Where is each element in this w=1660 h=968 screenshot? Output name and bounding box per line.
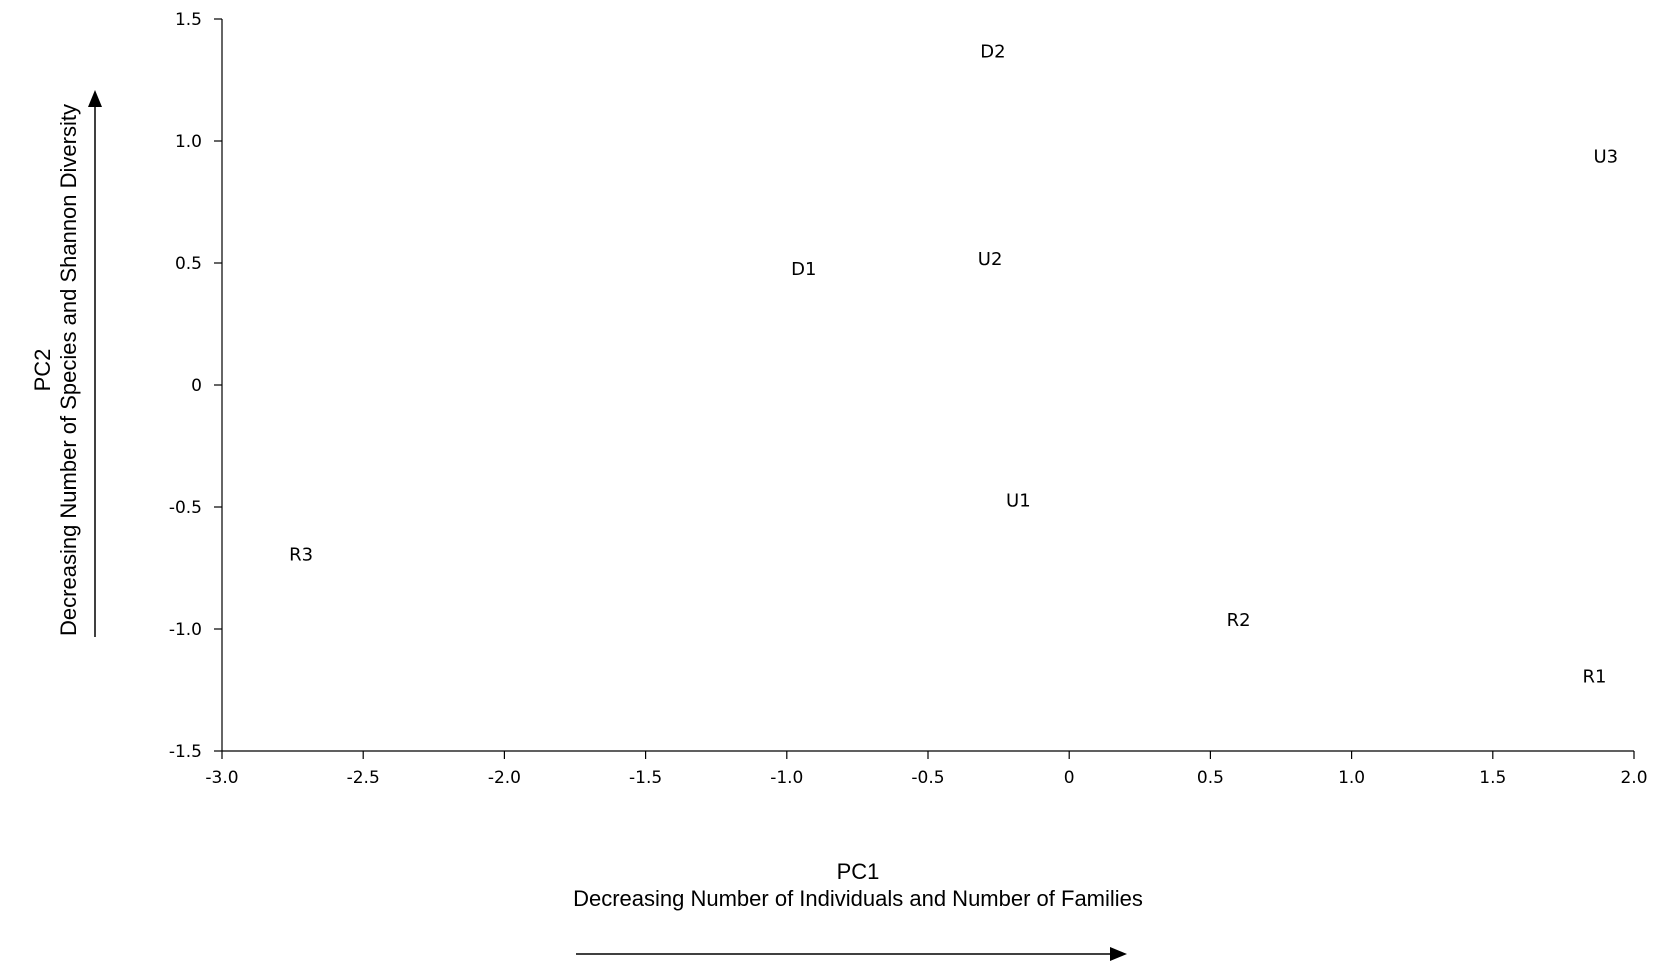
x-tick-label: -3.0 (205, 768, 238, 788)
y-axis-label: PC2 (30, 349, 55, 392)
x-tick-label: -1.0 (770, 768, 803, 788)
data-point-label: R2 (1227, 610, 1251, 631)
x-tick-label: 1.5 (1479, 768, 1506, 788)
axes (221, 19, 1634, 752)
data-points: D2 U3 D1 U2 U1 R3 R2 R1 (289, 42, 1618, 688)
x-tick-label: 2.0 (1620, 768, 1647, 788)
y-tick-label: 1.5 (175, 10, 202, 30)
x-tick-label: -0.5 (911, 768, 944, 788)
x-ticks: -3.0 -2.5 -2.0 -1.5 -1.0 -0.5 0 0.5 1.0 1.5 2.0 (205, 751, 1648, 788)
x-axis-subtitle: Decreasing Number of Individuals and Num… (573, 886, 1143, 911)
x-tick-label: -2.0 (488, 768, 521, 788)
data-point-label: U3 (1593, 147, 1618, 168)
x-tick-label: 0.5 (1197, 768, 1224, 788)
x-tick-label: -2.5 (347, 768, 380, 788)
data-point-label: D2 (980, 42, 1005, 63)
x-direction-arrow (576, 947, 1127, 961)
y-tick-label: -1.5 (169, 742, 202, 762)
data-point-label: D1 (791, 259, 816, 280)
y-direction-arrow (88, 90, 102, 637)
data-point-label: U1 (1006, 491, 1031, 512)
x-arrow-head (1110, 947, 1127, 961)
y-tick-label: 0 (191, 376, 202, 396)
y-tick-label: -0.5 (169, 498, 202, 518)
y-axis-subtitle: Decreasing Number of Species and Shannon… (56, 104, 81, 636)
y-ticks: 1.5 1.0 0.5 0 -0.5 -1.0 -1.5 (169, 10, 222, 762)
x-tick-label: -1.5 (629, 768, 662, 788)
y-tick-label: 0.5 (175, 254, 202, 274)
y-arrow-head (88, 90, 102, 107)
y-axis-title: PC2 Decreasing Number of Species and Sha… (30, 104, 81, 636)
data-point-label: U2 (978, 249, 1003, 270)
y-tick-label: 1.0 (175, 132, 202, 152)
x-axis-label: PC1 (837, 859, 880, 884)
x-tick-label: 0 (1064, 768, 1075, 788)
data-point-label: R1 (1582, 666, 1606, 687)
data-point-label: R3 (289, 544, 313, 565)
x-tick-label: 1.0 (1338, 768, 1365, 788)
y-tick-label: -1.0 (169, 620, 202, 640)
